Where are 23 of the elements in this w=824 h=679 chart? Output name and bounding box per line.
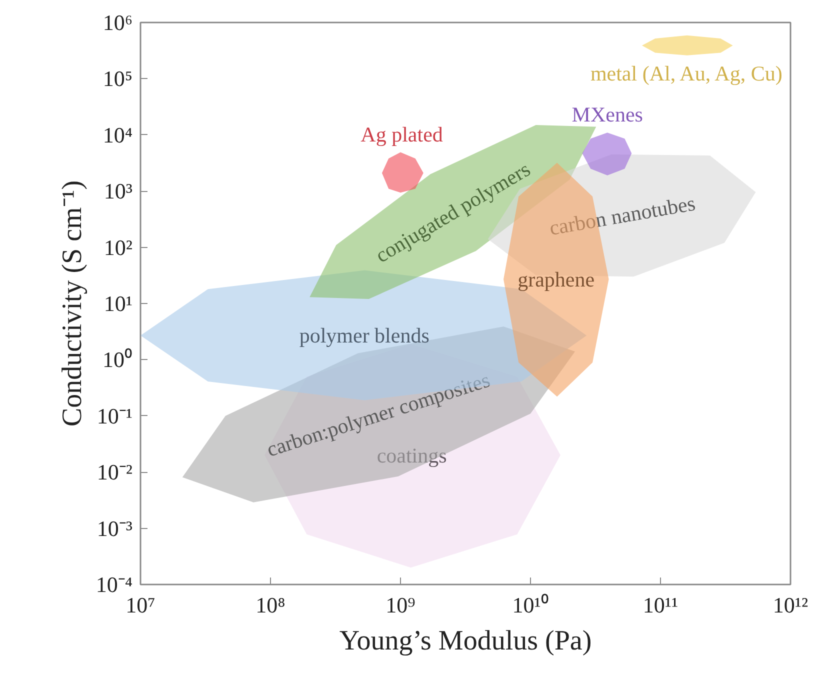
y-tick-label: 10³ xyxy=(104,178,133,204)
x-tick-label: 10⁸ xyxy=(256,592,286,618)
series-label: polymer blends xyxy=(299,323,430,348)
y-tick-label: 10⁵ xyxy=(102,66,132,92)
y-axis-title: Conductivity (S cm⁻¹) xyxy=(56,180,88,427)
y-tick-label: 10¹ xyxy=(104,291,133,316)
y-tick-label: 10⁻³ xyxy=(96,516,133,541)
series-label: carbon nanotubes xyxy=(548,191,698,240)
series-label: graphene xyxy=(518,268,595,292)
y-tick-label: 10⁶ xyxy=(102,10,132,35)
series-label: Ag plated xyxy=(360,122,444,146)
y-tick-label: 10⁴ xyxy=(102,122,133,148)
x-tick-label: 10¹⁰ xyxy=(512,592,549,618)
series-label: metal (Al, Au, Ag, Cu) xyxy=(590,61,782,86)
x-axis-title: Young’s Modulus (Pa) xyxy=(339,626,592,656)
y-tick-label: 10⁻¹ xyxy=(96,403,133,428)
x-tick-label: 10¹² xyxy=(772,592,808,618)
y-tick-label: 10⁻² xyxy=(96,460,133,485)
x-tick-label: 10¹¹ xyxy=(642,592,678,618)
y-tick-label: 10⁰ xyxy=(102,347,132,372)
y-tick-label: 10² xyxy=(104,234,133,260)
x-tick-label: 10⁹ xyxy=(386,592,416,618)
series-label: MXenes xyxy=(572,102,643,127)
